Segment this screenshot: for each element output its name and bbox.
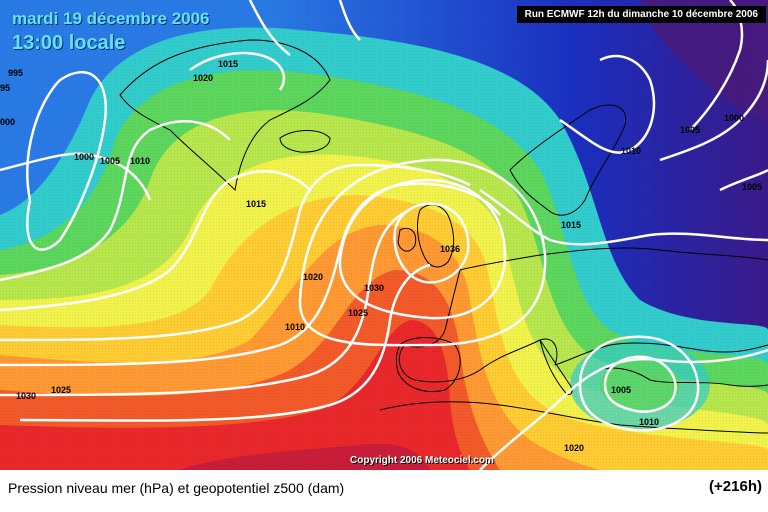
isobar-label: 1030 [364,283,384,293]
map-caption: Pression niveau mer (hPa) et geopotentie… [8,480,345,496]
forecast-date: mardi 19 décembre 2006 [12,9,210,28]
isobar-label: 1010 [639,417,659,427]
isobar-label: 1010 [621,146,641,156]
isobar-north-2 [338,0,361,41]
isobar-1010-east [559,54,656,154]
isobar-1030-ring [338,178,507,320]
isobar-label: 1025 [51,385,71,395]
isobar-1005-west [0,120,231,282]
isobar-label: 1030 [16,391,36,401]
isobar-1020-mid [0,182,501,367]
isobar-low-greece-1010 [578,335,700,432]
isobar-greenland [189,51,286,91]
isobar-label: 1025 [348,308,368,318]
map-canvas: 995 95 000 1000 1005 1010 1015 1020 1015… [0,0,768,470]
isobar-1025-ring [298,158,547,347]
isobar-north-center [248,0,291,56]
isobar-label: 1010 [130,156,150,166]
isobar-label: 1000 [724,113,744,123]
isobar-label: 1005 [742,182,762,192]
isobar-1010-west [0,170,311,312]
isobar-label: 995 [8,68,23,78]
isobar-1020-east [479,348,768,470]
isobar-label: 1000 [74,152,94,162]
isobar-1015-mid [0,163,471,342]
isobar-low-greece-1005 [603,355,677,413]
caption-bar: Pression niveau mer (hPa) et geopotentie… [0,470,768,512]
isobar-1015-east [479,188,768,246]
isobar-label: 1015 [246,199,266,209]
isobar-label: 1020 [303,272,323,282]
isobar-labels: 995 95 000 1000 1005 1010 1015 1020 1015… [0,59,762,453]
isobar-1036-high [393,202,470,284]
isobar-label: 1005 [680,125,700,135]
isobar-label: 1020 [564,443,584,453]
forecast-map: 995 95 000 1000 1005 1010 1015 1020 1015… [0,0,768,470]
isobar-1030-mid [19,263,431,422]
isobar-label: 000 [0,117,15,127]
isobar-label: 1036 [440,244,460,254]
isobar-label: 1010 [285,322,305,332]
isobar-label: 95 [0,83,10,93]
isobar-1000-west [0,152,152,201]
isobar-low-nw [26,70,108,251]
isobar-label: 1005 [100,156,120,166]
isobars [0,0,768,470]
model-run-info: Run ECMWF 12h du dimanche 10 décembre 20… [516,6,766,23]
isobar-1005-ne [719,168,768,192]
isobar-label: 1015 [561,220,581,230]
isobar-label: 1015 [218,59,238,69]
copyright-notice: Copyright 2006 Meteociel.com [350,455,494,466]
forecast-time: 13:00 locale [12,32,126,54]
isobar-label: 1005 [611,385,631,395]
isobar-label: 1020 [193,73,213,83]
isobar-1005-east [659,59,768,162]
lead-time: (+216h) [709,478,762,495]
isobar-1025-mid [0,208,411,397]
